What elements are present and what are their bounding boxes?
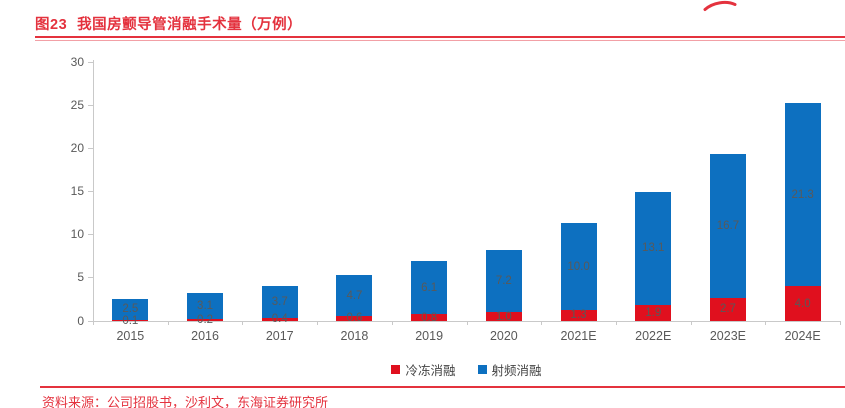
legend-item: 射频消融 xyxy=(477,360,542,379)
footer-divider xyxy=(40,386,845,388)
y-tick-label: 15 xyxy=(70,184,84,198)
x-axis-tick xyxy=(242,321,244,325)
x-axis-tick xyxy=(765,321,767,325)
bar-label-cryoablation: 0.8 xyxy=(421,311,438,324)
bar-segment-radiofrequency xyxy=(187,292,224,320)
y-axis-tick xyxy=(88,191,93,192)
bar-segment-cryoablation xyxy=(261,317,298,321)
y-axis-tick xyxy=(88,234,93,236)
y-tick-label: 20 xyxy=(70,140,84,155)
bar-label-cryoablation: 0.6 xyxy=(346,312,363,325)
legend-swatch-icon xyxy=(477,365,487,374)
bar-label-radiofrequency: 13.1 xyxy=(642,242,665,255)
x-tick-label: 2019 xyxy=(415,329,444,343)
bar-label-cryoablation: 0.4 xyxy=(271,313,288,326)
y-tick-label: 30 xyxy=(70,54,84,69)
y-axis-tick xyxy=(88,147,93,149)
x-tick-label: 2023E xyxy=(709,329,747,343)
bar-segment-radiofrequency xyxy=(336,275,373,316)
bar-segment-radiofrequency xyxy=(112,298,149,321)
figure-number: 图23 xyxy=(35,17,68,33)
y-axis-tick xyxy=(88,61,93,63)
x-axis-tick xyxy=(317,321,319,325)
x-tick-label: 2020 xyxy=(489,329,518,343)
legend-swatch-icon xyxy=(391,365,401,374)
x-axis-tick xyxy=(615,321,617,325)
y-axis-line xyxy=(93,60,94,321)
x-tick-label: 2017 xyxy=(265,329,294,343)
bar-label-cryoablation: 1.9 xyxy=(645,306,662,319)
bar-segment-radiofrequency xyxy=(485,250,522,313)
bar-label-radiofrequency: 16.7 xyxy=(716,219,740,232)
title-divider xyxy=(35,36,845,41)
bar-label-cryoablation: 1.0 xyxy=(495,310,512,323)
bar-segment-cryoablation xyxy=(112,320,149,321)
bar-label-radiofrequency: 3.7 xyxy=(271,295,288,308)
x-axis-tick xyxy=(466,321,468,325)
y-tick-label: 0 xyxy=(77,313,84,328)
bar-segment-cryoablation xyxy=(411,314,448,321)
y-tick-label: 25 xyxy=(70,97,84,112)
x-axis-tick xyxy=(167,321,169,325)
bar-label-radiofrequency: 21.3 xyxy=(791,188,814,201)
x-tick-label: 2016 xyxy=(191,329,219,343)
figure-title: 图23 我国房颤导管消融手术量（万例） xyxy=(35,13,302,34)
bar-label-radiofrequency: 4.7 xyxy=(346,289,363,302)
bar-segment-cryoablation xyxy=(784,286,821,321)
bar-segment-radiofrequency xyxy=(261,285,298,318)
bar-segment-radiofrequency xyxy=(411,261,448,315)
x-tick-label: 2015 xyxy=(116,329,145,343)
figure-title-text: 我国房颤导管消融手术量（万例） xyxy=(77,17,303,33)
bar-segment-cryoablation xyxy=(336,315,373,321)
x-axis-tick xyxy=(541,321,543,325)
bar-label-radiofrequency: 7.2 xyxy=(495,275,512,288)
bar-label-cryoablation: 0.2 xyxy=(197,314,214,327)
bar-label-radiofrequency: 2.5 xyxy=(122,303,139,316)
x-axis-tick xyxy=(391,321,393,325)
bar-label-cryoablation: 4.0 xyxy=(794,297,811,310)
bar-segment-cryoablation xyxy=(560,309,597,321)
y-axis-tick xyxy=(88,104,93,106)
y-tick-label: 10 xyxy=(70,227,84,242)
x-tick-label: 2021E xyxy=(560,329,597,343)
bar-segment-cryoablation xyxy=(485,312,522,321)
bar-segment-cryoablation xyxy=(635,304,672,321)
bar-label-cryoablation: 1.3 xyxy=(570,309,587,322)
bar-label-radiofrequency: 6.1 xyxy=(421,281,438,294)
bar-segment-radiofrequency xyxy=(635,191,672,305)
y-axis-tick xyxy=(88,277,93,279)
bar-label-cryoablation: 0.1 xyxy=(122,314,139,327)
chart-legend: 冷冻消融 射频消融 xyxy=(93,360,840,379)
x-axis-tick xyxy=(840,321,841,325)
source-note: 资料来源：公司招股书，沙利文，东海证券研究所 xyxy=(42,395,329,408)
bar-segment-radiofrequency xyxy=(560,223,597,310)
bar-segment-cryoablation xyxy=(709,297,746,321)
bar-segment-cryoablation xyxy=(187,319,224,321)
x-tick-label: 2022E xyxy=(635,329,672,343)
y-axis-tick xyxy=(88,320,93,322)
bar-segment-radiofrequency xyxy=(784,102,821,287)
bar-segment-radiofrequency xyxy=(709,153,746,298)
x-tick-label: 2024E xyxy=(784,329,821,343)
bar-label-cryoablation: 2.7 xyxy=(719,303,736,316)
x-axis-tick xyxy=(93,321,94,325)
legend-item: 冷冻消融 xyxy=(391,360,456,379)
x-tick-label: 2018 xyxy=(340,329,369,343)
bar-label-radiofrequency: 10.0 xyxy=(567,260,590,273)
legend-label: 射频消融 xyxy=(491,364,542,378)
x-axis-tick xyxy=(690,321,692,325)
bar-label-radiofrequency: 3.1 xyxy=(197,299,214,312)
y-tick-label: 5 xyxy=(77,270,84,285)
logo-mark-partial-icon xyxy=(703,0,737,11)
legend-label: 冷冻消融 xyxy=(405,364,456,378)
